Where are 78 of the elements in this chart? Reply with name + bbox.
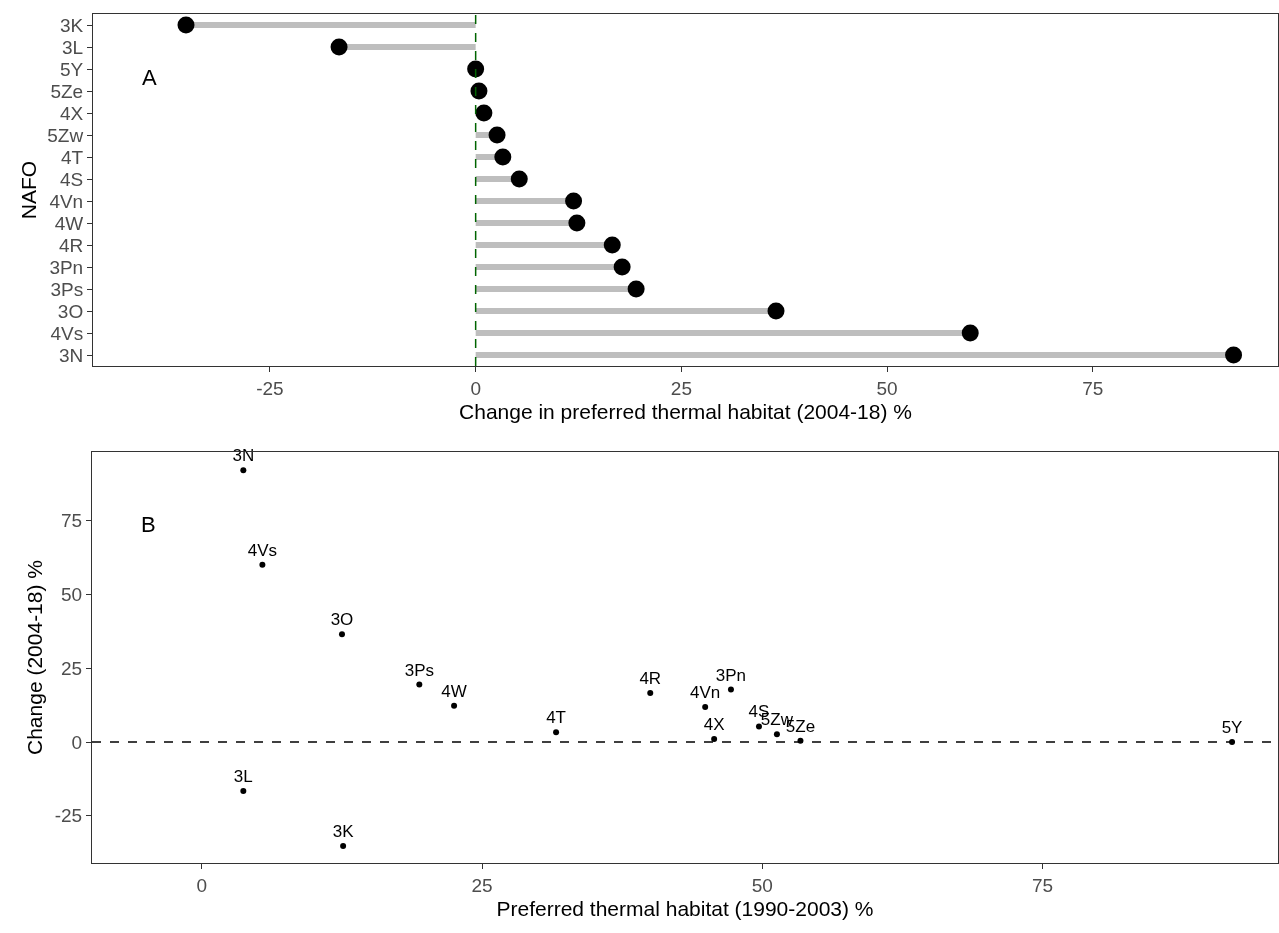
point (553, 729, 560, 736)
annotation: 3Ps (404, 660, 434, 680)
point (470, 82, 488, 100)
x-tick-label: 75 (1032, 874, 1054, 896)
point (177, 16, 195, 34)
point (494, 148, 512, 166)
y-tick-label: 3Ps (50, 278, 84, 300)
point (240, 788, 247, 795)
y-tick-label: 25 (61, 657, 83, 679)
y-tick-label: 3K (59, 14, 84, 36)
point (565, 192, 583, 210)
point (603, 236, 621, 254)
x-tick-label: 50 (876, 377, 898, 399)
point (240, 467, 247, 474)
annotation: 3K (332, 821, 355, 841)
annotation: 4T (546, 708, 567, 728)
x-tick-label: 0 (196, 874, 208, 896)
y-tick-label: 75 (61, 510, 83, 532)
annotation: 3Pn (715, 665, 747, 685)
point (510, 170, 528, 188)
annotation: 4Vs (247, 540, 278, 560)
y-tick-label: 5Ze (50, 80, 84, 102)
y-tick-label: 5Y (59, 58, 84, 80)
y-tick-label: 0 (71, 731, 83, 753)
annotation: 3L (233, 767, 253, 787)
point (451, 702, 458, 709)
y-tick-label: 4S (59, 168, 84, 190)
point (259, 561, 266, 568)
y-tick-label: 4X (59, 102, 84, 124)
annotation: 4Vn (690, 682, 721, 702)
point (340, 842, 347, 849)
y-axis-title: Change (2004-18) % (22, 560, 46, 755)
annotation: 5Y (1221, 718, 1243, 738)
x-tick-label: -25 (256, 377, 284, 399)
annotation: B (141, 512, 156, 537)
x-tick-label: 50 (751, 874, 773, 896)
y-tick-label: 50 (61, 584, 83, 606)
point (647, 690, 654, 697)
y-tick-label: 4Vn (49, 190, 84, 212)
annotation: 3O (330, 610, 354, 630)
y-tick-label: 4R (58, 234, 84, 256)
y-tick-label: 4T (61, 146, 84, 168)
annotation: 4W (441, 681, 467, 701)
point (727, 686, 734, 693)
point (711, 736, 718, 743)
y-tick-label: 4W (54, 212, 84, 234)
annotation: 4R (639, 669, 662, 689)
y-tick-label: 3L (62, 36, 84, 58)
x-tick-label: 25 (471, 874, 493, 896)
x-tick-label: 25 (670, 377, 692, 399)
point (338, 631, 345, 638)
annotation: A (142, 65, 157, 90)
point (330, 38, 348, 56)
point (488, 126, 506, 144)
y-tick-label: 3O (57, 300, 84, 322)
point (702, 703, 709, 710)
y-tick-label: 3Pn (49, 256, 84, 278)
x-tick-label: 0 (470, 377, 481, 399)
point (467, 60, 485, 78)
point (568, 214, 586, 232)
y-axis-title: NAFO (17, 160, 41, 220)
point (416, 681, 423, 688)
point (755, 723, 762, 730)
annotation: 4X (703, 715, 725, 735)
x-axis-title: Preferred thermal habitat (1990-2003) % (496, 897, 874, 920)
point (627, 280, 645, 298)
point (613, 258, 631, 276)
point (767, 302, 785, 320)
point (961, 324, 979, 342)
point (1225, 346, 1243, 364)
point (773, 731, 780, 738)
point (475, 104, 493, 122)
x-axis-title: Change in preferred thermal habitat (2004-18) % (459, 400, 912, 423)
y-tick-label: 5Zw (47, 124, 84, 146)
y-tick-label: -25 (54, 805, 83, 827)
x-tick-label: 75 (1082, 377, 1104, 399)
y-tick-label: 4Vs (50, 322, 84, 344)
y-tick-label: 3N (58, 344, 84, 366)
